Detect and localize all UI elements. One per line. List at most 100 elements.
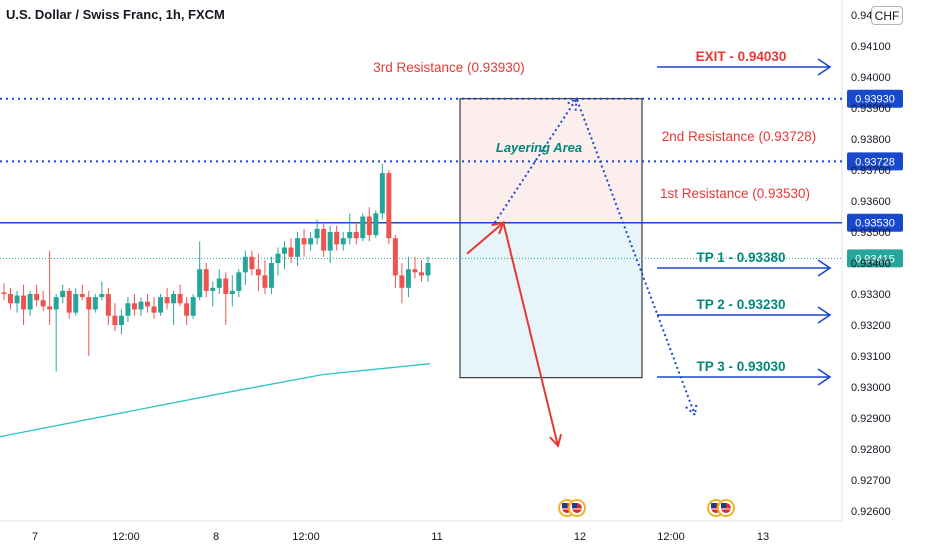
currency-button[interactable]: CHF: [871, 6, 903, 25]
tp3-arrowhead: [817, 368, 832, 386]
candle-body: [392, 238, 398, 276]
price-level-tag-label: 0.93530: [855, 218, 895, 230]
candle-body: [399, 275, 405, 288]
candle-body: [308, 238, 314, 245]
y-tick-label: 0.93500: [851, 227, 891, 239]
y-tick-label: 0.93300: [851, 289, 891, 301]
y-tick-label-partial: 0.94: [851, 10, 872, 22]
price-level-tag: [847, 249, 903, 268]
y-tick-label: 0.93900: [851, 103, 891, 115]
candle-body: [138, 301, 144, 310]
candle-body: [151, 306, 157, 313]
price-level-tag: [847, 152, 903, 171]
candle-body: [405, 269, 411, 288]
candle-body: [327, 232, 333, 251]
y-tick-label: 0.93800: [851, 134, 891, 146]
candle-body: [301, 238, 307, 245]
y-tick-label: 0.94100: [851, 41, 891, 53]
y-tick-label: 0.93200: [851, 320, 891, 332]
y-tick-label: 0.92700: [851, 475, 891, 487]
blue-arrowhead-down: [685, 402, 698, 417]
exit-arrowhead: [817, 58, 832, 76]
candle-body: [379, 173, 385, 214]
candle-body: [229, 290, 235, 294]
flag-canton: [711, 503, 716, 508]
candles-layer: [1, 163, 431, 372]
candle-body: [386, 173, 392, 239]
candle-body: [105, 294, 111, 316]
y-tick-label: 0.93600: [851, 196, 891, 208]
candle-body: [223, 278, 229, 294]
moving-average-layer: [0, 363, 431, 438]
candle-body: [118, 315, 124, 325]
red-arrowhead-up: [491, 221, 505, 235]
candle-body: [14, 295, 20, 304]
candle-body: [366, 216, 372, 236]
candle-body: [145, 301, 151, 307]
candle-body: [197, 269, 203, 298]
y-tick-label: 0.92900: [851, 413, 891, 425]
moving-average-line: [0, 363, 431, 438]
candle-body: [281, 247, 287, 254]
candle-body: [425, 263, 431, 276]
candle-body: [171, 294, 177, 304]
candle-body: [40, 300, 46, 307]
candle-body: [268, 263, 274, 288]
axis-layer: 0.94100 0.94000 0.93900 0.93800 0.93700 0.936…: [32, 10, 891, 543]
flag-canton: [721, 503, 726, 508]
x-tick-label: 13: [757, 531, 769, 543]
arrow-layer: [466, 96, 698, 448]
economic-event-flags-2: [707, 499, 735, 517]
candle-body: [353, 232, 359, 239]
x-tick-label: 12:00: [292, 531, 320, 543]
lower-zone: [460, 222, 642, 378]
y-tick-label: 0.93700: [851, 165, 891, 177]
candle-body: [8, 294, 14, 304]
upper-zone: [460, 98, 642, 223]
candle-body: [86, 297, 92, 310]
candle-body: [99, 294, 105, 298]
candle-body: [360, 216, 366, 239]
candle-body: [249, 256, 255, 270]
annotation-layer: 3rd Resistance (0.93930) 2nd Resistance (…: [373, 49, 832, 386]
layering-box: [459, 98, 643, 379]
candle-body: [236, 272, 242, 291]
candle-body: [321, 228, 327, 251]
candle-body: [21, 295, 27, 310]
y-tick-label: 0.93000: [851, 382, 891, 394]
layering-box-layer: [459, 98, 643, 379]
price-level-tag: [847, 89, 903, 108]
candle-body: [92, 297, 98, 310]
layering-area-label: Layering Area: [496, 140, 582, 155]
candle-body: [340, 238, 346, 245]
candle-body: [27, 294, 33, 310]
candle-body: [347, 232, 353, 239]
y-tick-label: 0.92800: [851, 444, 891, 456]
candle-body: [125, 303, 131, 316]
tp3-label: TP 3 - 0.93030: [696, 359, 785, 374]
x-tick-label: 12: [574, 531, 586, 543]
candle-body: [412, 269, 418, 273]
tp2-arrowhead: [817, 306, 832, 324]
price-level-tag-label: 0.93930: [855, 94, 895, 106]
candle-body: [255, 269, 261, 276]
candle-body: [158, 297, 164, 313]
third-resistance-label: 3rd Resistance (0.93930): [373, 60, 525, 75]
price-level-layer: 0.93930 0.93728 0.93530 0.93415: [0, 89, 903, 268]
x-tick-label: 11: [431, 531, 442, 543]
candle-body: [112, 315, 118, 325]
x-tick-label: 12:00: [112, 531, 140, 543]
candle-body: [1, 292, 7, 294]
tp2-label: TP 2 - 0.93230: [696, 297, 785, 312]
blue-arrowhead-up: [565, 96, 578, 111]
price-level-tag: [847, 213, 903, 232]
x-tick-label: 8: [213, 531, 219, 543]
price-level-tag-label: 0.93728: [855, 156, 895, 168]
first-resistance-label: 1st Resistance (0.93530): [660, 186, 810, 201]
tp1-label: TP 1 - 0.93380: [696, 250, 785, 265]
candle-body: [203, 269, 209, 291]
flag-canton: [572, 503, 577, 508]
candle-body: [418, 272, 424, 276]
